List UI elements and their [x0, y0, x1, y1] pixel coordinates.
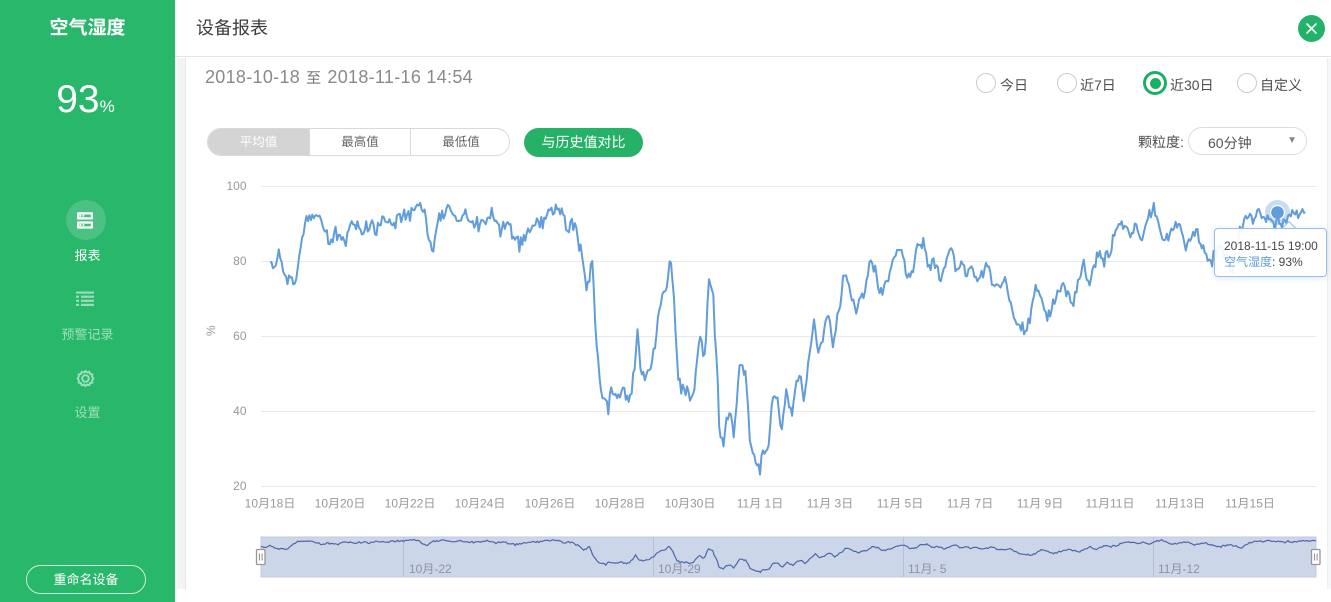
svg-text:11月 9日: 11月 9日 [1017, 497, 1063, 511]
svg-text:10月30日: 10月30日 [665, 497, 716, 511]
svg-text:11月 1日: 11月 1日 [737, 497, 783, 511]
svg-text:11月11日: 11月11日 [1086, 497, 1135, 511]
svg-text:11月-12: 11月-12 [1158, 562, 1200, 576]
svg-text:11月 3日: 11月 3日 [807, 497, 853, 511]
svg-text:40: 40 [233, 404, 247, 418]
svg-text:10月20日: 10月20日 [315, 497, 366, 511]
svg-text:10月-29: 10月-29 [658, 562, 701, 576]
svg-text:100: 100 [226, 179, 246, 193]
svg-text:10月-22: 10月-22 [409, 562, 452, 576]
svg-text:60: 60 [233, 329, 247, 343]
svg-text:80: 80 [233, 254, 247, 268]
svg-text:20: 20 [233, 479, 247, 493]
svg-text:11月15日: 11月15日 [1225, 497, 1275, 511]
svg-text:10月22日: 10月22日 [385, 497, 436, 511]
svg-text:11月 7日: 11月 7日 [947, 497, 993, 511]
svg-text:11月13日: 11月13日 [1155, 497, 1205, 511]
svg-text:11月 5日: 11月 5日 [877, 497, 923, 511]
svg-text:%: % [204, 325, 218, 336]
svg-text:10月18日: 10月18日 [245, 497, 296, 511]
svg-text:11月- 5: 11月- 5 [908, 562, 947, 576]
svg-text:10月24日: 10月24日 [455, 497, 506, 511]
svg-text:10月28日: 10月28日 [595, 497, 646, 511]
svg-text:10月26日: 10月26日 [525, 497, 576, 511]
